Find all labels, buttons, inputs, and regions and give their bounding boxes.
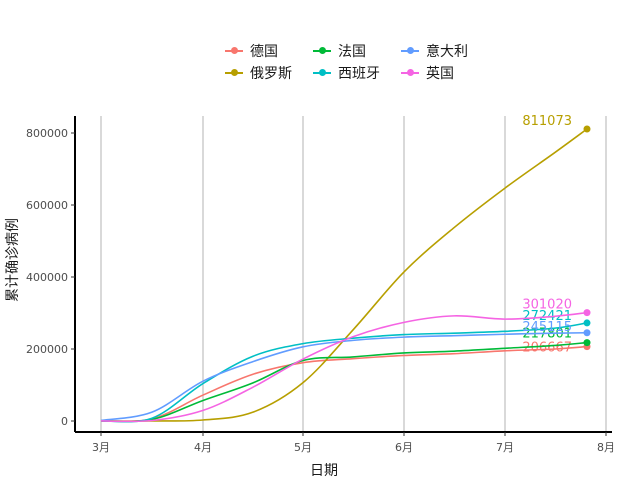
series-line (100, 128, 588, 422)
legend-item-uk: 英国 (400, 62, 454, 84)
legend-label: 英国 (426, 66, 454, 82)
legend-key-icon (312, 44, 332, 58)
end-value-label: 301020 (522, 298, 572, 313)
y-tick-label: 400000 (26, 271, 68, 284)
end-value-label: 245115 (522, 320, 572, 335)
x-tick-label: 4月 (194, 441, 212, 454)
legend-key-icon (312, 66, 332, 80)
y-axis-title-text: 累计确诊病例 (5, 218, 21, 302)
end-point-marker (583, 125, 591, 133)
legend-item-germany: 德国 (224, 40, 278, 62)
x-tick-label: 3月 (92, 441, 110, 454)
end-point-marker (583, 309, 591, 317)
legend-label: 西班牙 (338, 66, 380, 82)
end-value-label: 206667 (522, 341, 572, 356)
legend-item-france: 法国 (312, 40, 366, 62)
legend: 德国 法国 意大利 俄罗斯 西班牙 英国 (224, 40, 484, 84)
y-tick-label: 800000 (26, 127, 68, 140)
legend-key-icon (400, 66, 420, 80)
end-point-marker (583, 319, 591, 327)
legend-label: 法国 (338, 44, 366, 60)
x-tick-label: 5月 (294, 441, 312, 454)
end-value-label: 811073 (522, 114, 572, 129)
legend-item-italy: 意大利 (400, 40, 468, 62)
legend-key-icon (224, 44, 244, 58)
y-axis-title: 累计确诊病例 (2, 175, 22, 345)
series-line (100, 345, 588, 423)
legend-item-spain: 西班牙 (312, 62, 380, 84)
end-point-marker (583, 329, 591, 337)
series-line (100, 322, 588, 423)
x-axis-title: 日期 (310, 463, 338, 479)
legend-item-russia: 俄罗斯 (224, 62, 292, 84)
y-tick-label: 200000 (26, 343, 68, 356)
y-tick-label: 600000 (26, 199, 68, 212)
legend-label: 俄罗斯 (250, 66, 292, 82)
series-line (100, 341, 588, 423)
end-point-marker (583, 339, 591, 347)
y-tick-label: 0 (61, 415, 68, 428)
x-tick-label: 8月 (597, 441, 615, 454)
x-tick-label: 7月 (496, 441, 514, 454)
legend-label: 德国 (250, 44, 278, 60)
legend-key-icon (224, 66, 244, 80)
series-line (100, 311, 588, 423)
x-tick-label: 6月 (395, 441, 413, 454)
legend-key-icon (400, 44, 420, 58)
series-line (100, 331, 588, 422)
legend-label: 意大利 (426, 44, 468, 60)
